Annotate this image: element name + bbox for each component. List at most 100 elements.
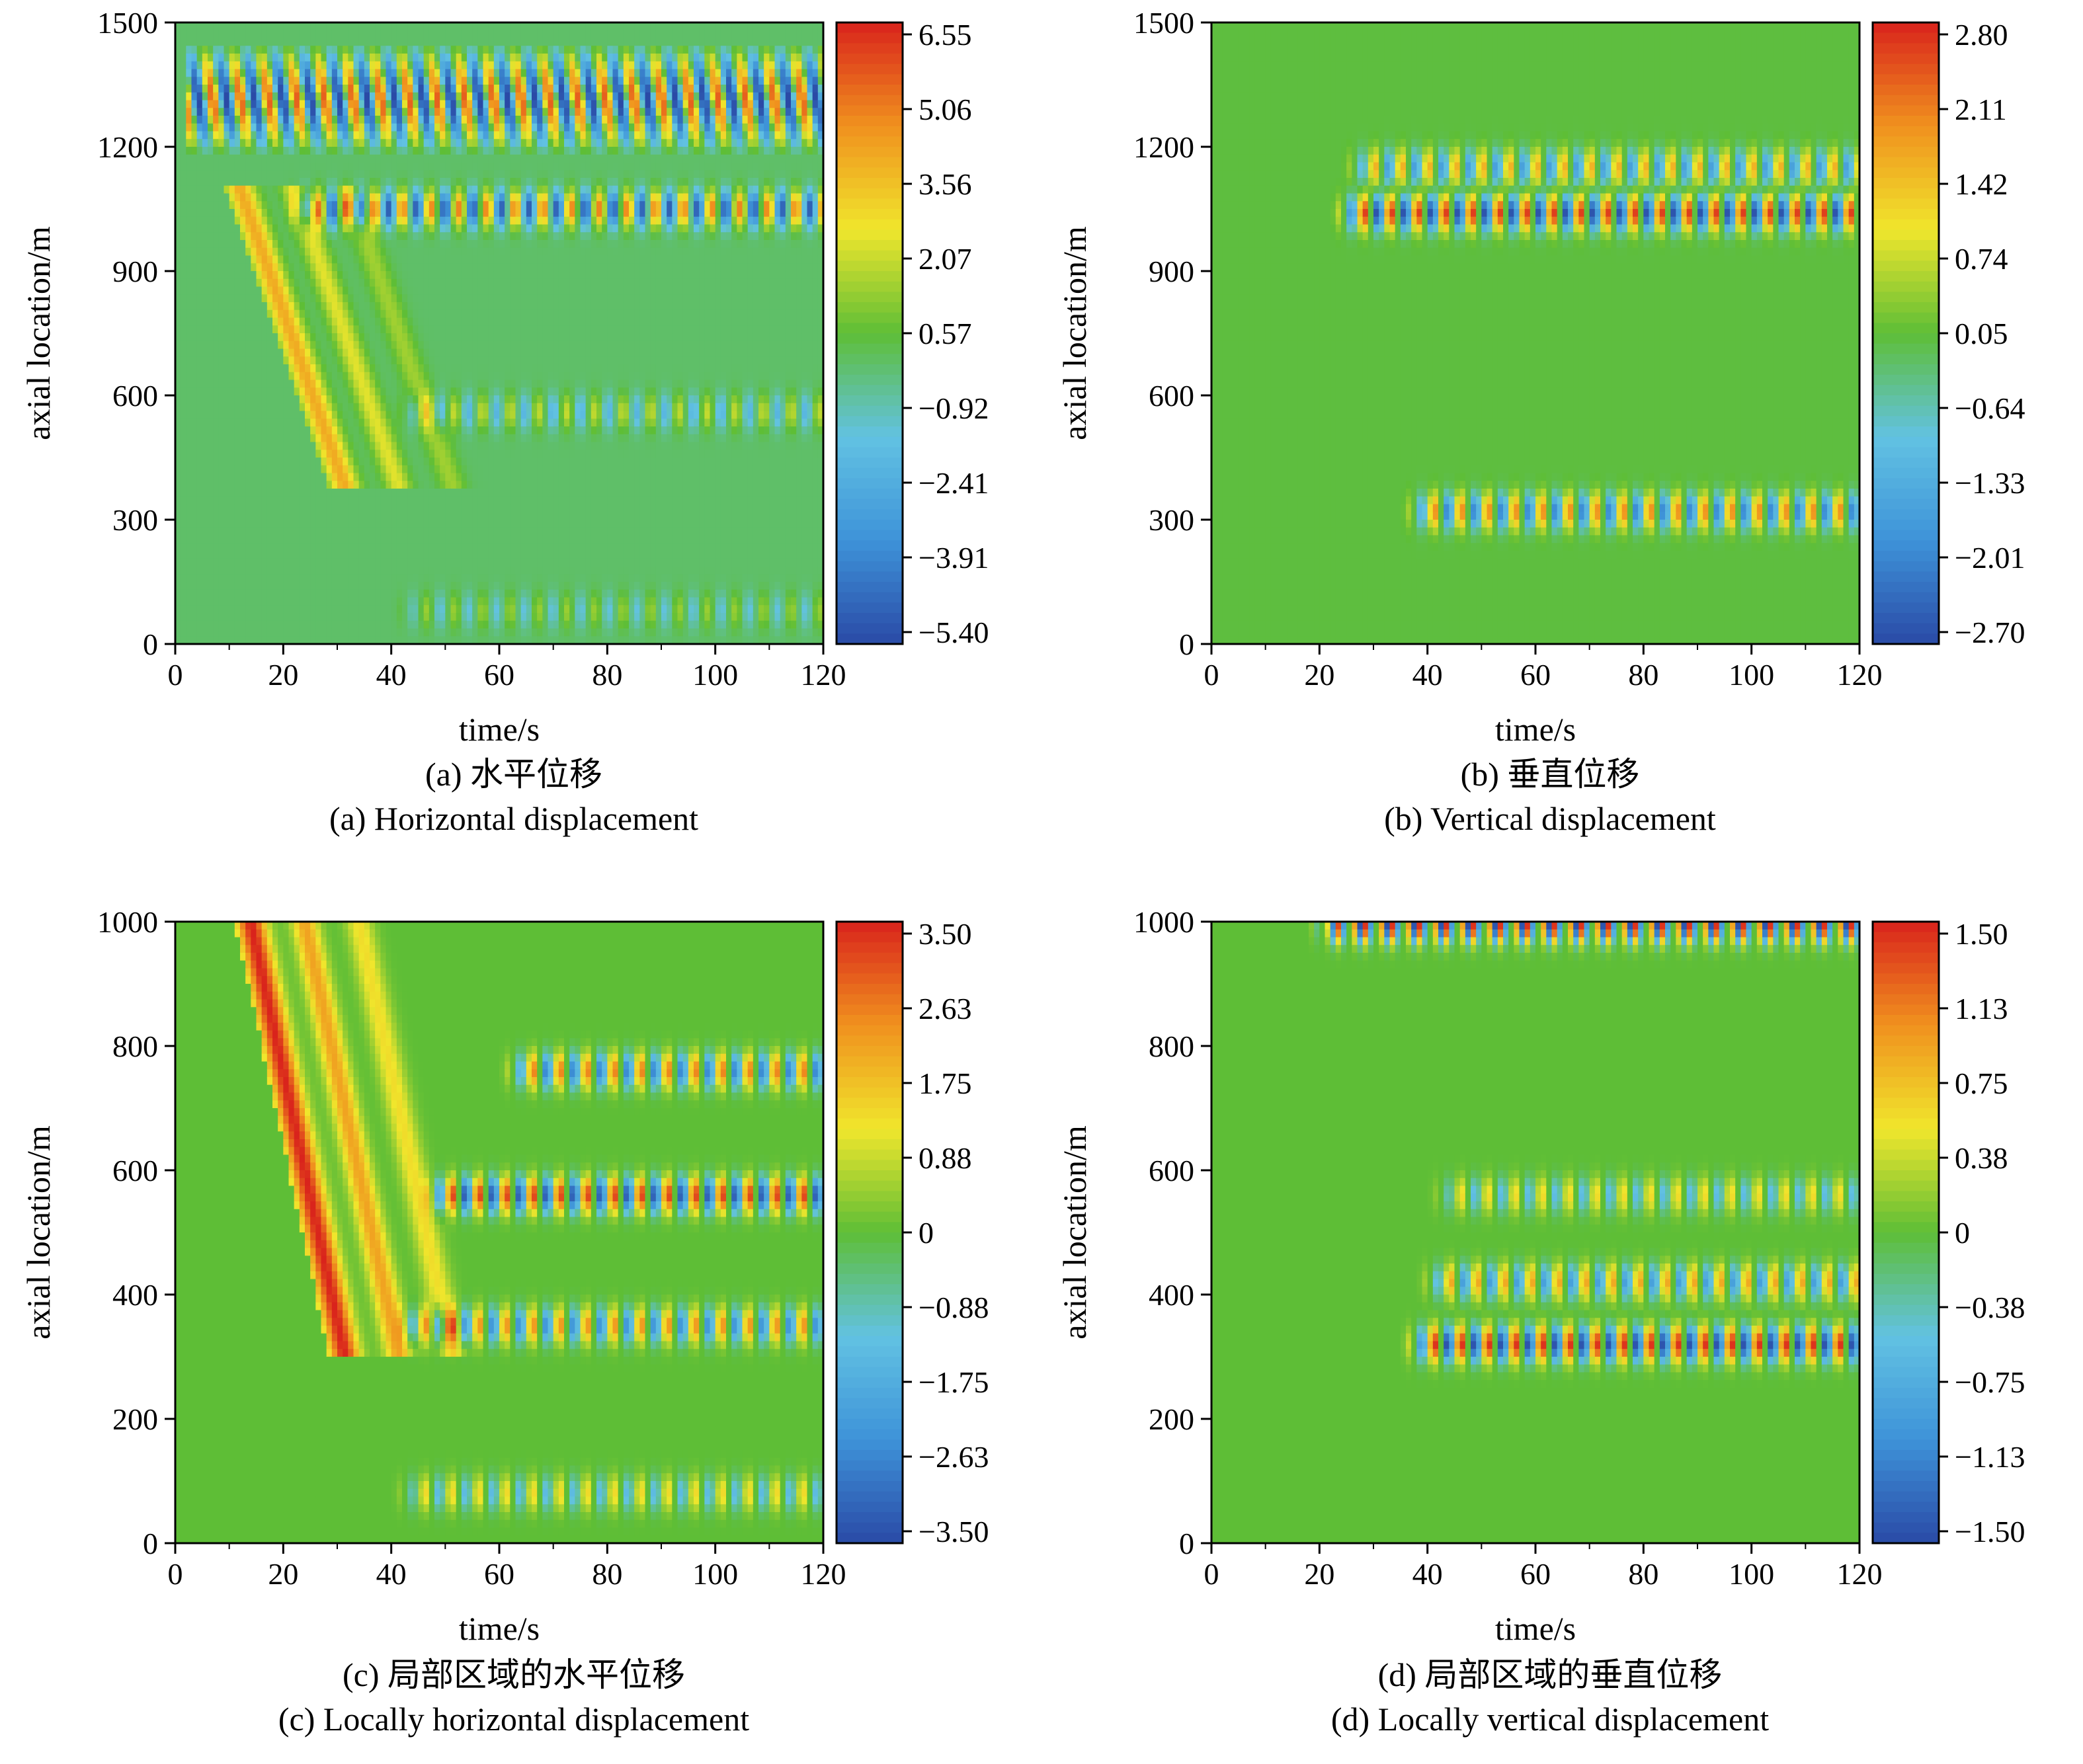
heatmap-cell [261, 512, 268, 520]
heatmap-cell [245, 558, 251, 567]
heatmap-cell [396, 193, 403, 202]
heatmap-cell [418, 465, 425, 474]
heatmap-cell [423, 77, 430, 85]
heatmap-cell [413, 286, 419, 295]
heatmap-cell [326, 317, 333, 326]
heatmap-cell [434, 116, 440, 124]
heatmap-cell [208, 224, 214, 233]
heatmap-cell [224, 317, 230, 326]
heatmap-cell [488, 278, 495, 288]
heatmap-cell [229, 395, 235, 404]
heatmap-cell [505, 551, 511, 559]
heatmap-cell [505, 116, 511, 124]
heatmap-cell [483, 364, 489, 373]
heatmap-cell [348, 278, 354, 288]
heatmap-cell [467, 54, 473, 62]
heatmap-cell [337, 489, 343, 497]
heatmap-cell [499, 46, 505, 54]
heatmap-cell [256, 232, 263, 241]
heatmap-cell [305, 341, 311, 350]
heatmap-cell [234, 605, 241, 614]
heatmap-cell [488, 380, 495, 388]
heatmap-cell [331, 535, 338, 543]
heatmap-cell [181, 309, 186, 319]
heatmap-cell [256, 294, 263, 303]
heatmap-cell [483, 520, 489, 528]
heatmap-cell [337, 139, 343, 147]
heatmap-cell [175, 465, 181, 474]
heatmap-cell [315, 458, 322, 466]
heatmap-cell [213, 100, 219, 108]
heatmap-cell [380, 92, 387, 101]
heatmap-cell [326, 566, 333, 575]
heatmap-cell [326, 535, 333, 543]
heatmap-cell [450, 426, 457, 435]
heatmap-cell [440, 317, 446, 326]
heatmap-cell [310, 30, 316, 39]
heatmap-cell [196, 92, 203, 101]
heatmap-cell [326, 38, 333, 46]
heatmap-cell [407, 100, 413, 108]
heatmap-cell [337, 341, 343, 350]
heatmap-cell [429, 54, 435, 62]
heatmap-cell [234, 434, 241, 443]
heatmap-cell [175, 278, 181, 288]
heatmap-cell [343, 356, 348, 365]
heatmap-cell [402, 116, 408, 124]
heatmap-cell [429, 473, 435, 481]
heatmap-cell [331, 551, 338, 559]
heatmap-cell [196, 116, 203, 124]
heatmap-cell [272, 255, 278, 264]
heatmap-cell [213, 504, 219, 512]
heatmap-cell [375, 193, 381, 202]
heatmap-cell [283, 294, 290, 303]
heatmap-cell [505, 512, 511, 520]
heatmap-cell [467, 341, 473, 350]
heatmap-cell [402, 147, 408, 155]
heatmap-cell [407, 465, 413, 474]
heatmap-cell [413, 224, 419, 233]
heatmap-cell [202, 139, 208, 147]
heatmap-cell [348, 185, 354, 194]
heatmap-cell [288, 108, 295, 116]
heatmap-cell [450, 131, 457, 140]
heatmap-cell [208, 325, 214, 334]
heatmap-cell [196, 317, 203, 326]
heatmap-cell [375, 566, 381, 575]
heatmap-cell [191, 512, 198, 520]
heatmap-cell [353, 496, 360, 505]
heatmap-cell [440, 620, 446, 629]
heatmap-cell [413, 387, 419, 396]
heatmap-cell [505, 605, 511, 614]
heatmap-cell [429, 201, 435, 210]
heatmap-cell [396, 325, 403, 334]
heatmap-cell [310, 178, 316, 186]
heatmap-cell [467, 628, 473, 637]
heatmap-cell [272, 582, 278, 590]
heatmap-cell [456, 442, 462, 450]
heatmap-cell [472, 232, 478, 241]
heatmap-cell [423, 255, 430, 264]
heatmap-cell [380, 309, 387, 319]
heatmap-cell [175, 317, 181, 326]
heatmap-cell [483, 317, 489, 326]
heatmap-cell [186, 458, 192, 466]
heatmap-cell [467, 403, 473, 412]
heatmap-cell [483, 247, 489, 257]
heatmap-cell [343, 333, 348, 342]
heatmap-cell [461, 481, 468, 489]
heatmap-cell [181, 465, 186, 474]
heatmap-cell [467, 123, 473, 132]
heatmap-cell [331, 489, 338, 497]
heatmap-cell [429, 77, 435, 85]
heatmap-cell [224, 22, 230, 31]
heatmap-cell [477, 613, 484, 621]
heatmap-cell [423, 450, 430, 458]
heatmap-cell [224, 255, 230, 264]
heatmap-cell [348, 527, 354, 536]
heatmap-cell [337, 426, 343, 435]
heatmap-cell [488, 224, 495, 233]
heatmap-cell [331, 147, 338, 155]
heatmap-cell [358, 403, 365, 412]
heatmap-cell [364, 520, 370, 528]
